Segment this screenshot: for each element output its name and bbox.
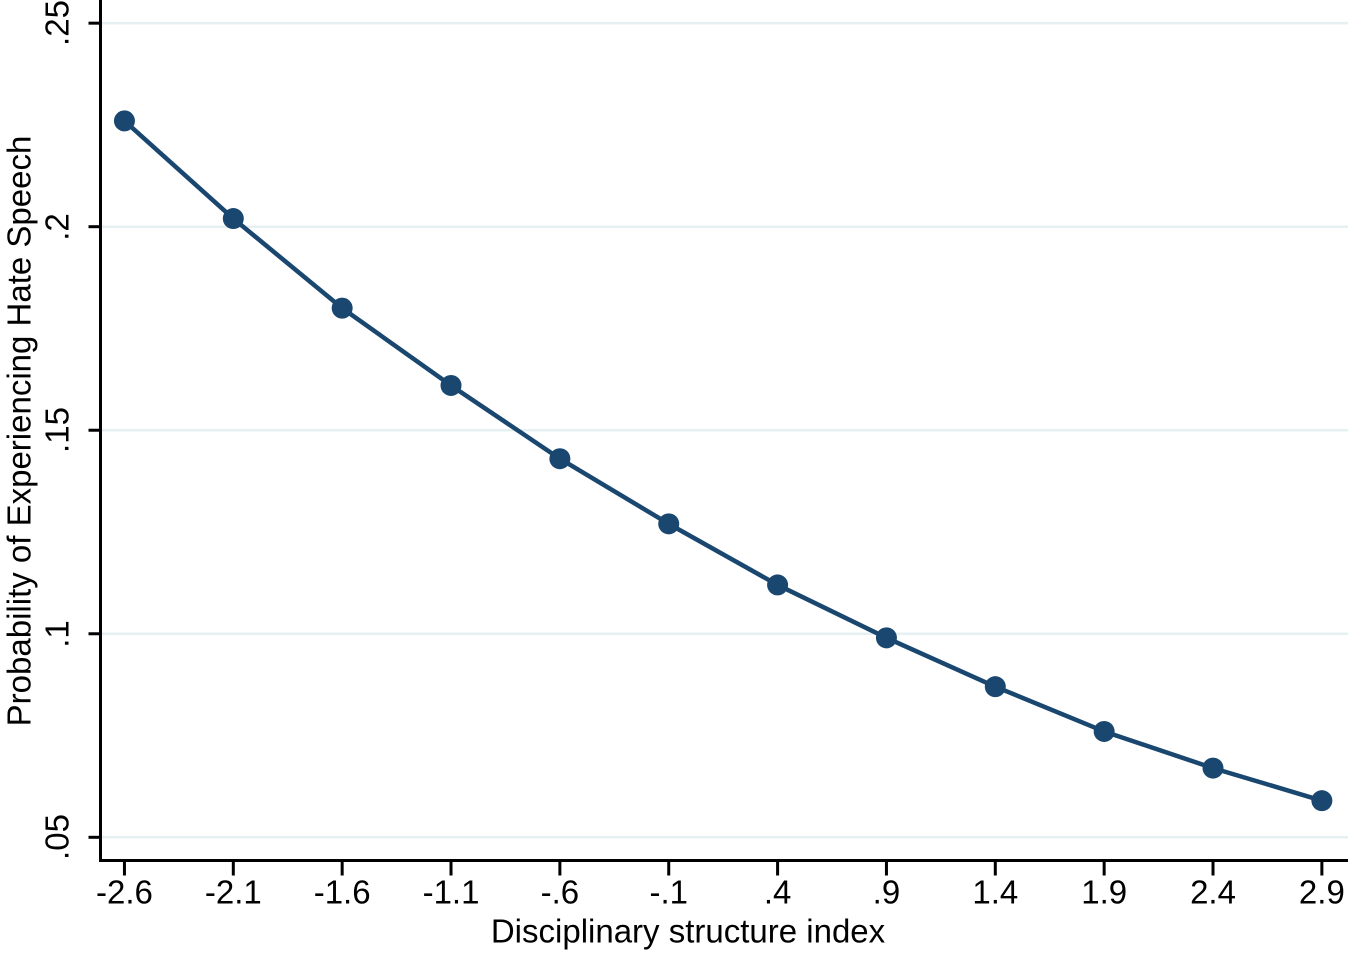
y-tick-label: .1 — [38, 619, 76, 648]
y-tick-label: .15 — [38, 407, 76, 454]
x-tick-label: -1.1 — [422, 873, 480, 911]
x-tick-label: -2.1 — [204, 873, 262, 911]
y-tick-label: .2 — [38, 212, 76, 241]
y-axis-title: Probability of Experiencing Hate Speech — [0, 135, 38, 727]
x-tick-label: .9 — [872, 873, 901, 911]
data-line — [122, 118, 1325, 803]
x-tick-label: 1.9 — [1081, 873, 1128, 911]
data-point — [549, 448, 571, 470]
x-tick-label: -2.6 — [96, 873, 153, 911]
data-point — [331, 297, 353, 319]
y-tick-label: .25 — [38, 0, 76, 47]
x-tick-label: .4 — [763, 873, 792, 911]
x-tick-label: 2.4 — [1190, 873, 1236, 911]
data-point — [984, 676, 1006, 698]
data-point — [1202, 757, 1224, 779]
data-point — [767, 574, 789, 596]
x-tick-label: 2.9 — [1298, 873, 1345, 911]
x-tick-label: 1.4 — [972, 873, 1019, 911]
data-point — [658, 513, 680, 535]
y-tick-label: .05 — [38, 814, 76, 861]
data-point — [440, 374, 462, 396]
data-point — [222, 208, 244, 230]
data-point — [1311, 790, 1333, 812]
x-axis-title: Disciplinary structure index — [490, 912, 886, 950]
x-tick-label: -1.6 — [313, 873, 371, 911]
data-point — [1093, 720, 1115, 742]
x-tick-label: -.6 — [540, 873, 580, 911]
x-tick-label: -.1 — [649, 873, 688, 911]
data-point — [875, 627, 897, 649]
data-point — [113, 110, 135, 132]
